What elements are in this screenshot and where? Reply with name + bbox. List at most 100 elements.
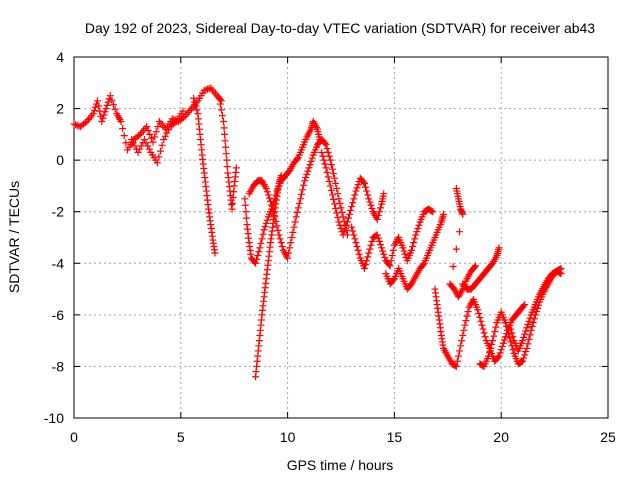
data-point	[506, 334, 514, 342]
x-tick-label: 20	[493, 429, 509, 445]
data-point	[475, 310, 483, 318]
data-point	[259, 230, 267, 238]
data-point	[521, 351, 529, 359]
data-point	[179, 114, 187, 122]
data-point	[414, 224, 422, 232]
data-point	[335, 195, 343, 203]
data-point	[380, 250, 388, 258]
data-point	[497, 346, 505, 354]
data-point	[339, 231, 347, 239]
data-point	[218, 112, 226, 120]
data-point	[222, 150, 230, 158]
data-point	[323, 145, 331, 153]
data-point	[459, 210, 467, 218]
data-point	[505, 330, 513, 338]
data-point	[154, 123, 162, 131]
data-point	[526, 314, 534, 322]
data-point	[413, 228, 421, 236]
data-point	[525, 335, 533, 343]
data-point	[297, 190, 305, 198]
x-tick-label: 25	[600, 429, 616, 445]
data-point	[306, 161, 314, 169]
data-point	[428, 207, 436, 215]
data-point	[459, 331, 467, 339]
data-point	[289, 228, 297, 236]
x-tick-label: 5	[177, 429, 185, 445]
data-point	[501, 319, 509, 327]
data-point	[334, 214, 342, 222]
data-point	[499, 339, 507, 347]
data-point	[363, 187, 371, 195]
data-point	[522, 327, 530, 335]
data-point	[352, 239, 360, 247]
data-point	[521, 301, 529, 309]
data-point	[117, 117, 125, 125]
data-point	[381, 253, 389, 261]
data-point	[263, 216, 271, 224]
x-tick-label: 15	[387, 429, 403, 445]
data-point	[129, 139, 137, 147]
data-point	[168, 115, 176, 123]
data-point	[488, 341, 496, 349]
data-point	[265, 194, 273, 202]
data-point	[319, 152, 327, 160]
data-point	[485, 348, 493, 356]
data-point	[90, 107, 98, 115]
data-point	[301, 177, 309, 185]
data-point	[143, 123, 151, 131]
data-point	[349, 227, 357, 235]
y-tick-label: -10	[44, 410, 64, 426]
data-point	[242, 208, 250, 216]
data-point	[326, 182, 334, 190]
data-point	[104, 98, 112, 106]
data-point	[320, 156, 328, 164]
data-point	[252, 259, 260, 267]
data-point	[411, 235, 419, 243]
data-point	[100, 111, 108, 119]
data-point	[530, 315, 538, 323]
data-point	[476, 313, 484, 321]
data-point	[386, 262, 394, 270]
series-arc-13	[476, 264, 565, 370]
data-point	[321, 139, 329, 147]
data-point	[484, 352, 492, 360]
data-point	[217, 106, 225, 114]
data-point	[520, 333, 528, 341]
series-arc-6	[252, 172, 285, 381]
data-point	[277, 239, 285, 247]
data-point	[327, 186, 335, 194]
data-point	[355, 250, 363, 258]
data-point	[400, 247, 408, 255]
data-point	[399, 244, 407, 252]
data-point	[363, 257, 371, 265]
data-point	[269, 205, 277, 213]
data-point	[522, 348, 530, 356]
data-point	[257, 239, 265, 247]
data-point	[324, 173, 332, 181]
data-point	[528, 322, 536, 330]
data-point	[334, 190, 342, 198]
data-point	[221, 137, 229, 145]
data-point	[352, 187, 360, 195]
data-point	[89, 110, 97, 118]
data-point	[452, 245, 460, 253]
data-point	[205, 85, 213, 93]
data-point	[137, 142, 145, 150]
data-point	[273, 222, 281, 230]
data-point	[462, 317, 470, 325]
data-point	[359, 178, 367, 186]
data-point	[325, 177, 333, 185]
y-tick-label: 0	[56, 152, 64, 168]
data-point	[303, 170, 311, 178]
data-point	[342, 221, 350, 229]
data-point	[318, 148, 326, 156]
data-point	[410, 239, 418, 247]
y-tick-label: -6	[52, 307, 65, 323]
data-point	[264, 191, 272, 199]
data-point	[344, 214, 352, 222]
data-point	[385, 261, 393, 269]
data-point	[360, 264, 368, 272]
data-point	[151, 133, 159, 141]
data-point	[95, 102, 103, 110]
